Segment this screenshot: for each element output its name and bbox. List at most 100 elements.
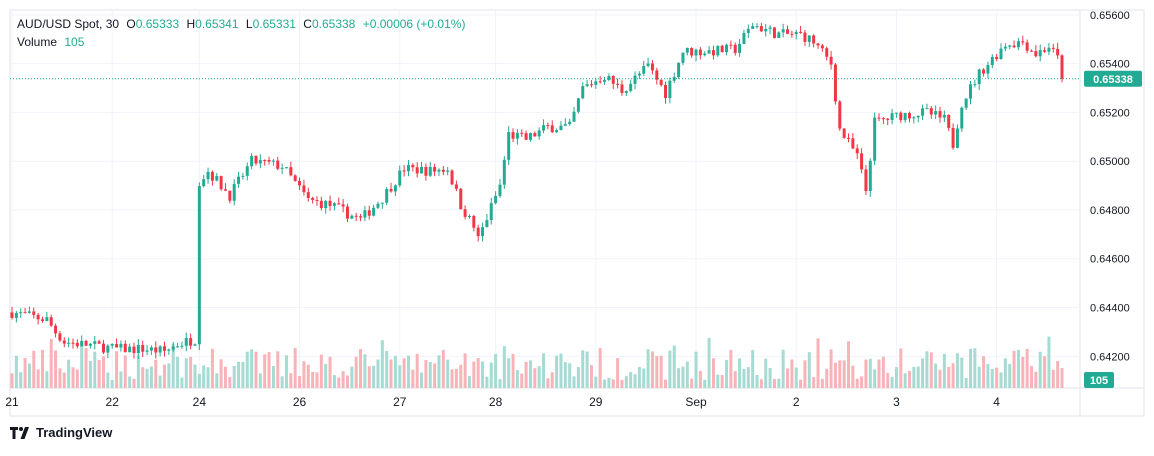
volume-bar (441, 349, 445, 388)
candle-body (176, 346, 180, 348)
candle-body (851, 138, 855, 149)
candle-body (481, 227, 485, 237)
candle-body (912, 117, 916, 119)
volume-bar (955, 353, 959, 388)
low-value: 0.65331 (252, 17, 296, 31)
volume-bar (616, 358, 620, 388)
volume-bar (49, 338, 53, 388)
candle-body (677, 62, 681, 78)
volume-bar (36, 369, 40, 388)
volume-bar (341, 371, 345, 388)
volume-label[interactable]: Volume (17, 35, 58, 49)
candle-body (402, 170, 406, 172)
candle-body (350, 215, 354, 219)
volume-bar (306, 364, 310, 388)
volume-bar (969, 348, 973, 388)
volume-bar (555, 355, 559, 388)
candle-body (1060, 55, 1064, 79)
volume-bar (106, 372, 110, 388)
candle-body (189, 338, 193, 346)
candle-body (232, 183, 236, 201)
volume-bar (1038, 351, 1042, 388)
x-tick-label: 2 (793, 395, 800, 409)
volume-bar (725, 359, 729, 388)
candle-body (515, 132, 519, 139)
volume-bar (123, 355, 127, 388)
volume-bar (75, 369, 79, 388)
volume-bar (1043, 356, 1047, 388)
y-tick-label: 0.65600 (1090, 10, 1130, 22)
candle-body (498, 184, 502, 196)
volume-bar (1003, 358, 1007, 388)
candle-body (620, 84, 624, 93)
candle-body (964, 98, 968, 108)
volume-bar (938, 369, 942, 388)
volume-bar (463, 353, 467, 388)
candle-body (267, 160, 271, 162)
y-tick-label: 0.65000 (1090, 156, 1130, 168)
candle-body (328, 200, 332, 206)
candle-body (633, 75, 637, 84)
tradingview-brand[interactable]: TradingView (10, 425, 112, 440)
candle-body (960, 107, 964, 129)
candle-body (585, 84, 589, 87)
volume-bar (568, 363, 572, 388)
candle-body (816, 43, 820, 46)
candle-body (280, 167, 284, 169)
candle-body (162, 346, 166, 351)
volume-bar (903, 373, 907, 388)
volume-bar (690, 378, 694, 388)
candle-body (284, 167, 288, 169)
volume-bar (389, 359, 393, 388)
candle-body (476, 227, 480, 237)
volume-bar (271, 366, 275, 388)
volume-bar (128, 376, 132, 388)
candle-body (180, 345, 184, 347)
volume-bar (1051, 369, 1055, 388)
candle-body (446, 170, 450, 172)
volume-bar (1016, 349, 1020, 388)
candle-body (437, 169, 441, 172)
volume-bar (664, 379, 668, 388)
candle-body (23, 312, 27, 314)
candle-body (755, 26, 759, 28)
candle-body (947, 114, 951, 128)
volume-bar (790, 359, 794, 388)
candle-body (319, 200, 323, 209)
candle-body (276, 160, 280, 169)
volume-bar (576, 367, 580, 388)
volume-bar (210, 348, 214, 388)
volume-bar (380, 340, 384, 388)
symbol-title[interactable]: AUD/USD Spot, 30 (17, 17, 120, 31)
candle-body (873, 117, 877, 161)
candle-body (803, 32, 807, 42)
volume-bar (620, 379, 624, 388)
candle-body (54, 325, 58, 334)
volume-bar (1047, 336, 1051, 388)
volume-bar (598, 348, 602, 388)
y-tick-label: 0.65400 (1090, 59, 1130, 71)
candle-body (502, 159, 506, 185)
candle-body (49, 317, 53, 326)
candle-body (1003, 46, 1007, 49)
volume-bar (354, 356, 358, 388)
candle-body (855, 148, 859, 154)
candle-body (67, 342, 71, 344)
candle-body (807, 35, 811, 42)
volume-bar (237, 361, 241, 388)
candle-body (812, 35, 816, 44)
volume-bar (838, 360, 842, 388)
volume-bar (267, 352, 271, 388)
volume-bar (184, 358, 188, 388)
candle-body (533, 133, 537, 137)
open-value: 0.65333 (135, 17, 180, 31)
candle-body (990, 56, 994, 66)
candle-body (237, 176, 241, 184)
candle-body (646, 63, 650, 66)
volume-bar (367, 366, 371, 388)
candle-body (899, 112, 903, 121)
candle-body (929, 108, 933, 115)
candle-body (694, 49, 698, 56)
